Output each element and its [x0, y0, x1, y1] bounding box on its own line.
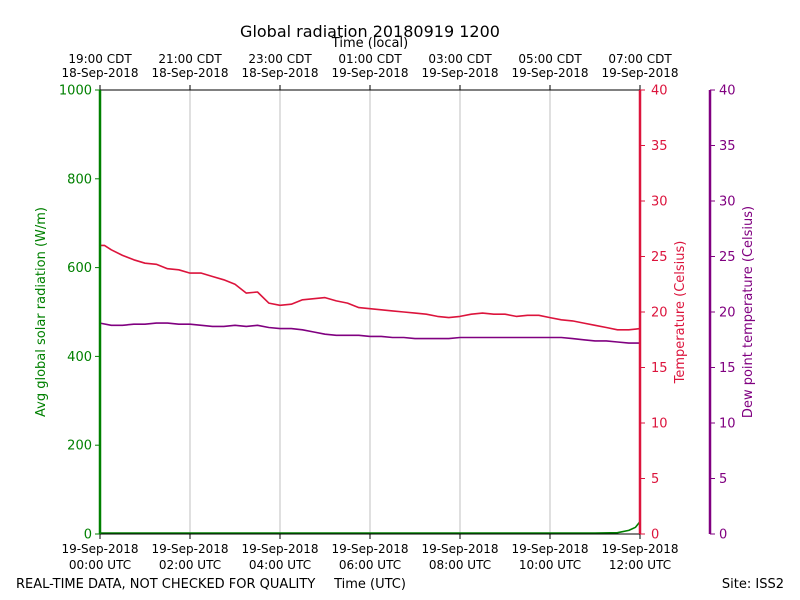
x-top-tick-label-date: 18-Sep-2018: [151, 66, 228, 80]
y-axis-left-label: Avg global solar radiation (W/m): [34, 207, 49, 417]
series-lines: [99, 244, 641, 534]
y-temperature-tick-label: 15: [651, 361, 668, 376]
x-top-tick-label-date: 19-Sep-2018: [331, 66, 408, 80]
x-tick-label-date: 19-Sep-2018: [601, 542, 678, 556]
temperature-line: [100, 244, 641, 331]
y-dewpoint-tick-label: 10: [719, 417, 736, 432]
y-dewpoint-tick-label: 5: [719, 472, 727, 487]
y-axis-temperature-label: Temperature (Celsius): [673, 241, 688, 385]
y-temperature-tick-label: 20: [651, 306, 668, 321]
x-top-tick-label-date: 19-Sep-2018: [601, 66, 678, 80]
x-top-tick-label-time: 07:00 CDT: [608, 52, 672, 66]
x-top-tick-label-time: 03:00 CDT: [428, 52, 492, 66]
site-label: Site: ISS2: [722, 577, 784, 592]
y-left-tick-label: 1000: [59, 84, 92, 99]
grid-lines: [189, 90, 551, 534]
x-top-tick-label-time: 01:00 CDT: [338, 52, 402, 66]
solar-radiation-line: [100, 521, 641, 534]
x-tick-label-date: 19-Sep-2018: [61, 542, 138, 556]
y-axis-dewpoint-label: Dew point temperature (Celsius): [741, 206, 756, 418]
x-top-tick-label-date: 19-Sep-2018: [511, 66, 588, 80]
y-dewpoint-tick-label: 30: [719, 195, 736, 210]
x-tick-label-date: 19-Sep-2018: [241, 542, 318, 556]
y-dewpoint-tick-label: 40: [719, 84, 736, 99]
x-tick-label-date: 19-Sep-2018: [421, 542, 498, 556]
x-top-tick-label-time: 19:00 CDT: [68, 52, 132, 66]
x-tick-label-time: 00:00 UTC: [69, 558, 131, 572]
y-temperature-tick-label: 10: [651, 417, 668, 432]
y-left-tick-label: 600: [67, 261, 92, 276]
dewpoint-line: [99, 322, 640, 344]
y-temperature-tick-label: 40: [651, 84, 668, 99]
y-left-tick-label: 400: [67, 350, 92, 365]
x-top-tick-label-time: 23:00 CDT: [248, 52, 312, 66]
x-tick-label-date: 19-Sep-2018: [511, 542, 588, 556]
y-dewpoint-tick-label: 35: [719, 139, 736, 154]
y-left-tick-label: 800: [67, 172, 92, 187]
x-tick-label-date: 19-Sep-2018: [151, 542, 228, 556]
y-dewpoint-tick-label: 20: [719, 306, 736, 321]
y-temperature-tick-label: 25: [651, 250, 668, 265]
x-top-axis-label: Time (local): [331, 36, 408, 51]
y-dewpoint-tick-label: 15: [719, 361, 736, 376]
y-temperature-tick-label: 30: [651, 195, 668, 210]
y-temperature-tick-label: 5: [651, 472, 659, 487]
x-tick-label-time: 08:00 UTC: [429, 558, 491, 572]
x-axis-label: Time (UTC): [333, 577, 406, 592]
chart-title: Global radiation 20180919 1200: [240, 22, 500, 41]
x-tick-label-time: 10:00 UTC: [519, 558, 581, 572]
x-top-tick-label-date: 19-Sep-2018: [421, 66, 498, 80]
quality-disclaimer: REAL-TIME DATA, NOT CHECKED FOR QUALITY: [16, 577, 315, 592]
x-top-tick-label-date: 18-Sep-2018: [241, 66, 318, 80]
x-tick-label-time: 02:00 UTC: [159, 558, 221, 572]
y-temperature-tick-label: 0: [651, 528, 659, 543]
x-tick-label-date: 19-Sep-2018: [331, 542, 408, 556]
x-tick-label-time: 06:00 UTC: [339, 558, 401, 572]
x-top-tick-label-time: 21:00 CDT: [158, 52, 222, 66]
y-left-tick-label: 0: [84, 528, 92, 543]
y-dewpoint-tick-label: 0: [719, 528, 727, 543]
y-dewpoint-tick-label: 25: [719, 250, 736, 265]
y-temperature-tick-label: 35: [651, 139, 668, 154]
x-top-tick-label-time: 05:00 CDT: [518, 52, 582, 66]
x-tick-label-time: 12:00 UTC: [609, 558, 671, 572]
x-top-tick-label-date: 18-Sep-2018: [61, 66, 138, 80]
y-left-tick-label: 200: [67, 439, 92, 454]
x-tick-label-time: 04:00 UTC: [249, 558, 311, 572]
tick-labels: 19-Sep-2018 00:00 UTC 19-Sep-2018 02:00 UTC…: [59, 52, 736, 572]
